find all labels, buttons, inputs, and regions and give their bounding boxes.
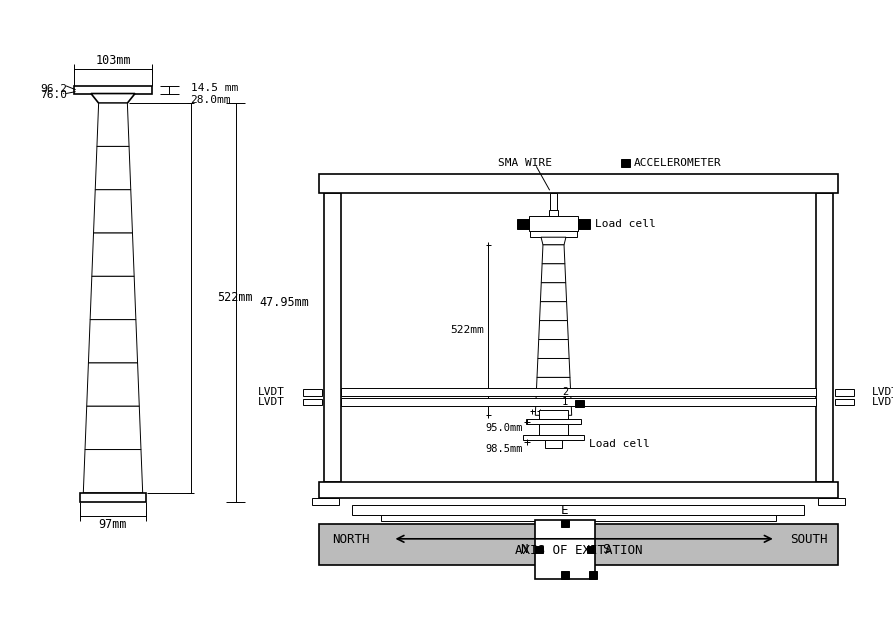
Text: ACCELEROMETER: ACCELEROMETER xyxy=(634,158,722,169)
Bar xyxy=(319,482,838,497)
Polygon shape xyxy=(88,320,138,363)
Bar xyxy=(529,216,579,231)
Text: S: S xyxy=(603,543,610,556)
Bar xyxy=(319,525,838,565)
Text: NORTH: NORTH xyxy=(331,533,369,546)
Text: AXIS OF EXITATION: AXIS OF EXITATION xyxy=(514,544,642,557)
Bar xyxy=(561,572,569,579)
Bar xyxy=(561,520,569,527)
Text: LVDT: LVDT xyxy=(872,397,893,407)
Bar xyxy=(80,493,146,502)
Bar xyxy=(523,436,584,440)
Bar xyxy=(526,419,581,424)
Text: 98.5mm: 98.5mm xyxy=(486,444,523,454)
Polygon shape xyxy=(541,237,566,245)
Bar xyxy=(579,219,590,229)
Bar xyxy=(539,410,568,419)
Bar xyxy=(303,399,321,405)
Polygon shape xyxy=(87,363,139,406)
Text: E: E xyxy=(561,504,569,517)
Polygon shape xyxy=(542,245,565,264)
Bar xyxy=(550,193,557,210)
Text: Load cell: Load cell xyxy=(588,439,650,449)
Text: 522mm: 522mm xyxy=(450,325,484,335)
Polygon shape xyxy=(539,302,567,321)
Text: LVDT: LVDT xyxy=(258,397,286,407)
Bar xyxy=(548,210,558,216)
Bar xyxy=(303,389,321,396)
Bar xyxy=(353,506,805,515)
Bar xyxy=(539,424,568,436)
Text: SMA WIRE: SMA WIRE xyxy=(497,158,552,169)
Bar xyxy=(319,174,838,193)
Polygon shape xyxy=(538,339,569,358)
Polygon shape xyxy=(90,276,136,320)
Bar xyxy=(530,231,578,237)
Bar xyxy=(535,520,595,579)
Text: 28.0mm: 28.0mm xyxy=(190,95,231,105)
Text: 95.0mm: 95.0mm xyxy=(486,423,523,433)
Text: 103mm: 103mm xyxy=(96,54,130,67)
Polygon shape xyxy=(94,190,132,233)
Text: 97mm: 97mm xyxy=(99,518,127,531)
Bar xyxy=(381,515,776,520)
Text: Load cell: Load cell xyxy=(595,219,655,229)
Bar xyxy=(816,193,833,482)
Text: 2: 2 xyxy=(562,387,568,397)
Text: SOUTH: SOUTH xyxy=(790,533,828,546)
Text: 76.0: 76.0 xyxy=(40,90,67,101)
Polygon shape xyxy=(97,103,129,146)
Polygon shape xyxy=(91,93,135,103)
Bar xyxy=(587,546,595,553)
Polygon shape xyxy=(541,264,566,282)
Text: 1: 1 xyxy=(562,397,568,407)
Polygon shape xyxy=(535,396,572,415)
Polygon shape xyxy=(85,406,141,449)
Bar xyxy=(535,546,543,553)
Polygon shape xyxy=(92,233,134,276)
Bar xyxy=(818,497,845,506)
Text: 47.95mm: 47.95mm xyxy=(260,296,309,309)
Polygon shape xyxy=(540,282,566,302)
Polygon shape xyxy=(96,146,130,190)
Bar xyxy=(313,497,339,506)
Text: 522mm: 522mm xyxy=(217,292,253,305)
Polygon shape xyxy=(538,321,568,339)
Bar xyxy=(323,193,341,482)
Bar xyxy=(621,159,630,167)
Polygon shape xyxy=(537,358,570,378)
Text: LVDT: LVDT xyxy=(872,387,893,397)
Bar xyxy=(545,440,562,448)
Bar xyxy=(574,400,584,407)
Bar xyxy=(588,572,597,579)
Polygon shape xyxy=(536,378,571,396)
Bar xyxy=(74,86,153,93)
Text: N: N xyxy=(520,543,528,556)
Text: 96.2: 96.2 xyxy=(40,84,67,94)
Bar xyxy=(341,389,816,396)
Text: LVDT: LVDT xyxy=(258,387,286,397)
Polygon shape xyxy=(83,449,143,493)
Text: 14.5 mm: 14.5 mm xyxy=(190,83,238,93)
Bar xyxy=(835,389,855,396)
Bar xyxy=(517,219,529,229)
Bar xyxy=(835,399,855,405)
Bar xyxy=(341,398,816,406)
